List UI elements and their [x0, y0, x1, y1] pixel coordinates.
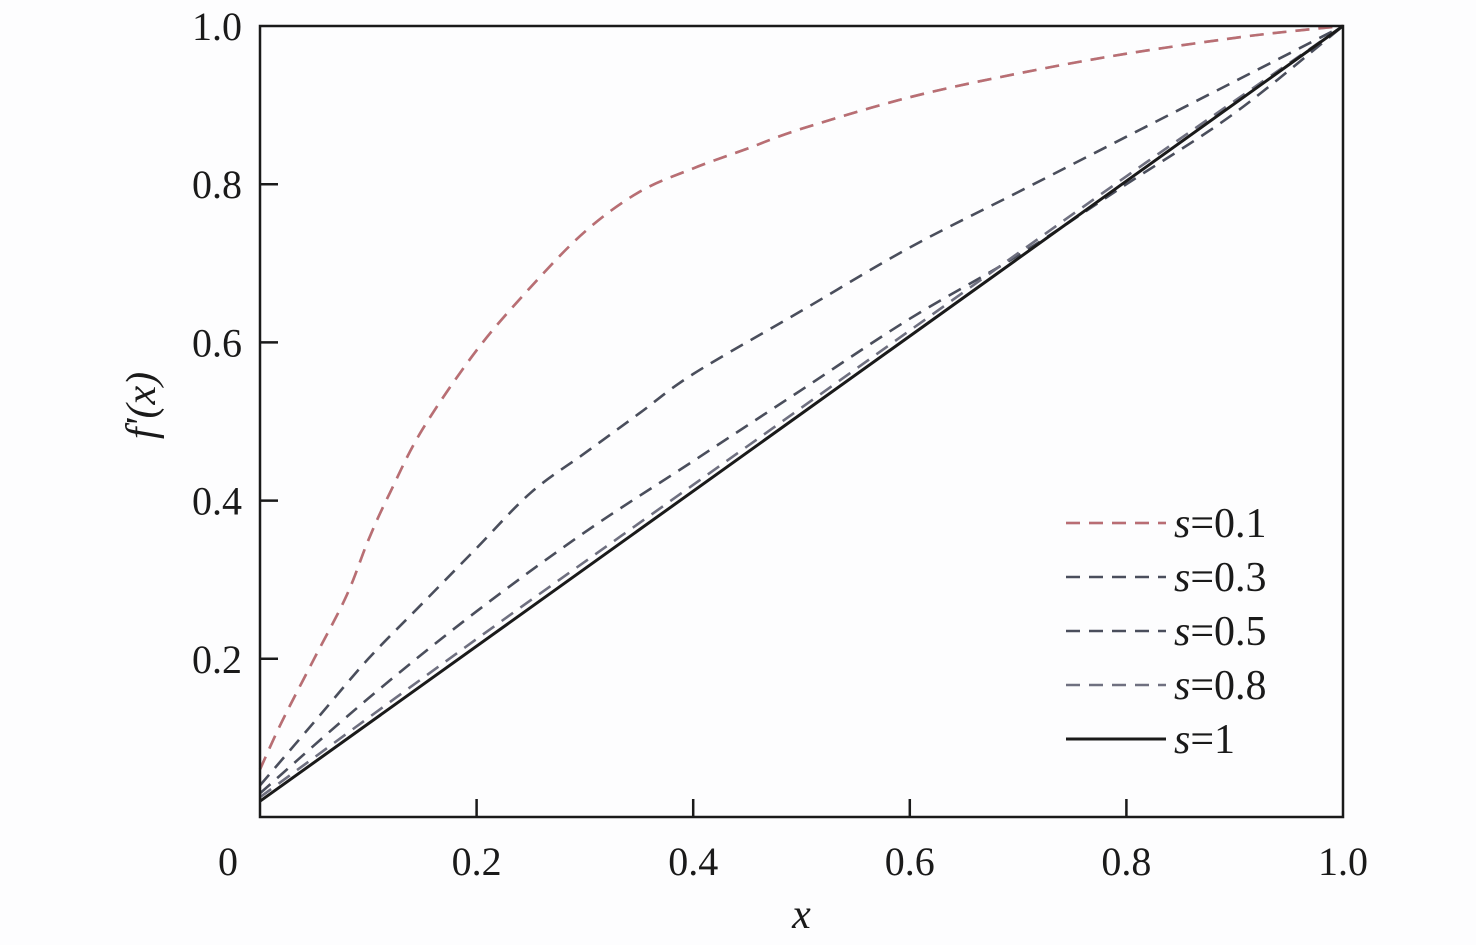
ticks-layer: 0 0.2 0.4 0.6 0.8 1.0 0.2 0.4 0.6 0.8 1.0: [192, 4, 1368, 884]
series-line-accent: [258, 24, 1344, 771]
x-tick-label: 1.0: [1318, 839, 1368, 884]
x-tick-label: 0.2: [452, 839, 502, 884]
y-tick-label: 0.4: [192, 479, 242, 524]
series-line-5: [259, 24, 1344, 803]
y-axis-title: f'(x): [119, 372, 165, 439]
series-line-3: [259, 24, 1344, 795]
x-tick-label: 0.8: [1101, 839, 1151, 884]
x-tick-label: 0.4: [668, 839, 718, 884]
series-line-4: [259, 24, 1344, 799]
plot-frame: [258, 24, 1345, 819]
x-axis-title: x: [791, 892, 811, 938]
y-tick-label: 0.6: [192, 320, 242, 365]
legend-label-1: s=0.1: [1174, 501, 1267, 547]
series-line-2: [259, 24, 1344, 787]
legend-label-5: s=1: [1174, 717, 1235, 763]
y-tick-label: 1.0: [192, 4, 242, 49]
series-layer: [258, 24, 1344, 803]
legend-label-2: s=0.3: [1174, 555, 1267, 601]
y-tick-label: 0.2: [192, 637, 242, 682]
legend: s=0.1 s=0.3 s=0.5 s=0.8 s=1: [1066, 501, 1267, 763]
y-tick-label: 0.8: [192, 162, 242, 207]
legend-label-3: s=0.5: [1174, 609, 1267, 655]
x-tick-label: 0.6: [885, 839, 935, 884]
x-tick-label: 0: [218, 839, 238, 884]
legend-label-4: s=0.8: [1174, 663, 1267, 709]
